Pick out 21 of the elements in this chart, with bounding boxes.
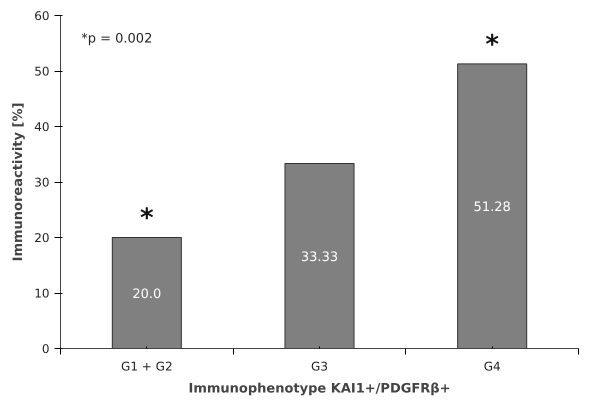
y-tick-label: 20 (34, 231, 50, 245)
data-label: 20.0 (132, 287, 162, 302)
x-tick-label: G4 (484, 360, 501, 374)
x-tick-label: G1 + G2 (121, 360, 173, 374)
data-label: 33.33 (300, 250, 338, 266)
y-tick-label: 10 (34, 286, 50, 300)
bar (112, 237, 182, 348)
bar (457, 63, 528, 348)
y-tick-label: 30 (34, 176, 50, 190)
y-tick-label: 0 (42, 342, 50, 356)
annotation: *p = 0.002 (81, 31, 152, 46)
y-tick-label: 60 (34, 9, 50, 23)
y-tick-label: 50 (34, 64, 50, 78)
data-label: 51.28 (474, 200, 511, 216)
y-axis-title: Immunoreactivity [%] (11, 102, 26, 262)
x-tick-label: G3 (311, 360, 328, 374)
annotation: * (140, 204, 154, 234)
y-tick-label: 40 (34, 120, 50, 134)
x-axis-title: Immunophenotype KAI1+/PDGFRβ+ (188, 382, 451, 396)
annotation: * (485, 30, 500, 60)
bar (284, 163, 355, 348)
